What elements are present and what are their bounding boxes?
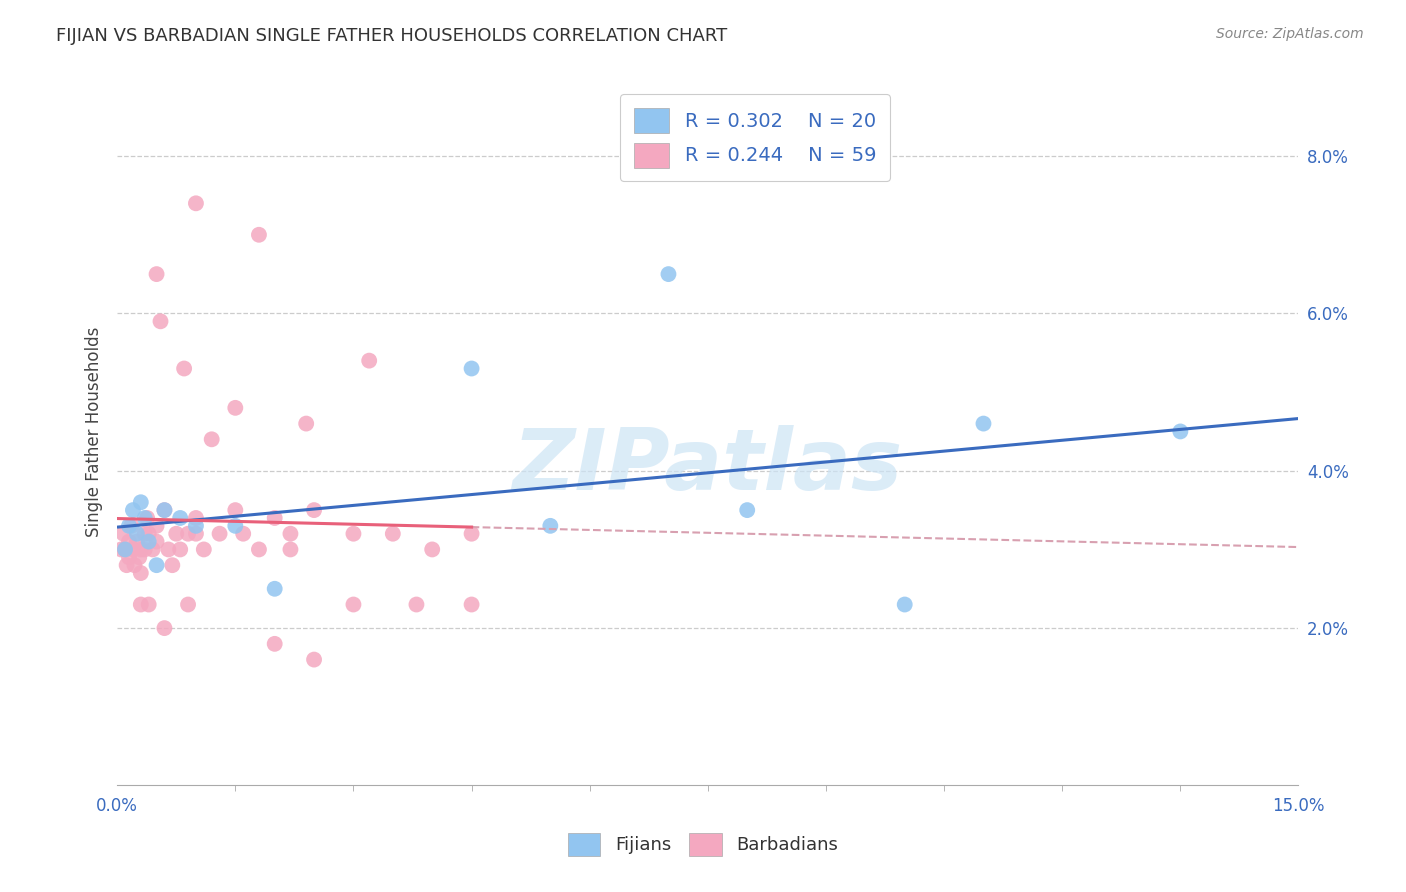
Point (145, 558, 167, 573)
Point (184, 511, 207, 525)
Point (138, 534, 160, 549)
Point (263, 582, 285, 596)
Point (177, 526, 200, 541)
Point (224, 503, 246, 517)
Point (1170, 425, 1192, 439)
Point (184, 526, 207, 541)
Point (129, 566, 152, 580)
Point (162, 558, 184, 573)
Point (138, 598, 160, 612)
Point (224, 401, 246, 415)
Point (118, 519, 141, 533)
Point (134, 542, 156, 557)
Point (118, 550, 141, 565)
Point (153, 621, 176, 635)
Point (295, 417, 318, 431)
Point (460, 526, 482, 541)
Point (342, 526, 364, 541)
Point (657, 267, 679, 281)
Point (112, 526, 135, 541)
Point (129, 542, 152, 557)
Legend: Fijians, Barbadians: Fijians, Barbadians (560, 824, 846, 865)
Point (145, 534, 167, 549)
Point (247, 227, 270, 242)
Point (122, 542, 145, 557)
Text: FIJIAN VS BARBADIAN SINGLE FATHER HOUSEHOLDS CORRELATION CHART: FIJIAN VS BARBADIAN SINGLE FATHER HOUSEH… (56, 27, 727, 45)
Point (122, 503, 145, 517)
Point (115, 558, 138, 573)
Point (114, 542, 136, 557)
Legend: R = 0.302    N = 20, R = 0.244    N = 59: R = 0.302 N = 20, R = 0.244 N = 59 (620, 95, 890, 181)
Point (124, 558, 146, 573)
Point (184, 196, 207, 211)
Point (342, 598, 364, 612)
Point (129, 598, 152, 612)
Point (114, 542, 136, 557)
Point (263, 637, 285, 651)
Text: Source: ZipAtlas.com: Source: ZipAtlas.com (1216, 27, 1364, 41)
Point (134, 511, 156, 525)
Point (142, 542, 165, 557)
Point (157, 542, 180, 557)
Point (173, 361, 195, 376)
Text: ZIPatlas: ZIPatlas (513, 425, 903, 508)
Point (118, 534, 141, 549)
Point (153, 503, 176, 517)
Point (128, 550, 150, 565)
Point (538, 519, 561, 533)
Point (134, 526, 156, 541)
Point (129, 495, 152, 509)
Point (263, 511, 285, 525)
Point (460, 598, 482, 612)
Point (138, 526, 160, 541)
Point (232, 526, 254, 541)
Point (405, 598, 427, 612)
Point (381, 526, 404, 541)
Point (247, 542, 270, 557)
Point (136, 511, 159, 525)
Point (193, 542, 215, 557)
Point (893, 598, 915, 612)
Point (184, 519, 207, 533)
Point (735, 503, 758, 517)
Point (145, 267, 167, 281)
Point (169, 511, 191, 525)
Point (208, 526, 231, 541)
Point (165, 526, 187, 541)
Point (125, 526, 148, 541)
Point (120, 519, 142, 533)
Point (280, 542, 302, 557)
Point (280, 526, 302, 541)
Point (460, 361, 482, 376)
Y-axis label: Single Father Households: Single Father Households (86, 326, 103, 537)
Point (302, 503, 325, 517)
Point (972, 417, 994, 431)
Point (420, 542, 443, 557)
Point (201, 433, 224, 447)
Point (177, 598, 200, 612)
Point (153, 503, 176, 517)
Point (125, 534, 148, 549)
Point (302, 652, 325, 666)
Point (149, 314, 172, 328)
Point (169, 542, 191, 557)
Point (145, 519, 167, 533)
Point (359, 353, 381, 368)
Point (224, 519, 246, 533)
Point (110, 542, 132, 557)
